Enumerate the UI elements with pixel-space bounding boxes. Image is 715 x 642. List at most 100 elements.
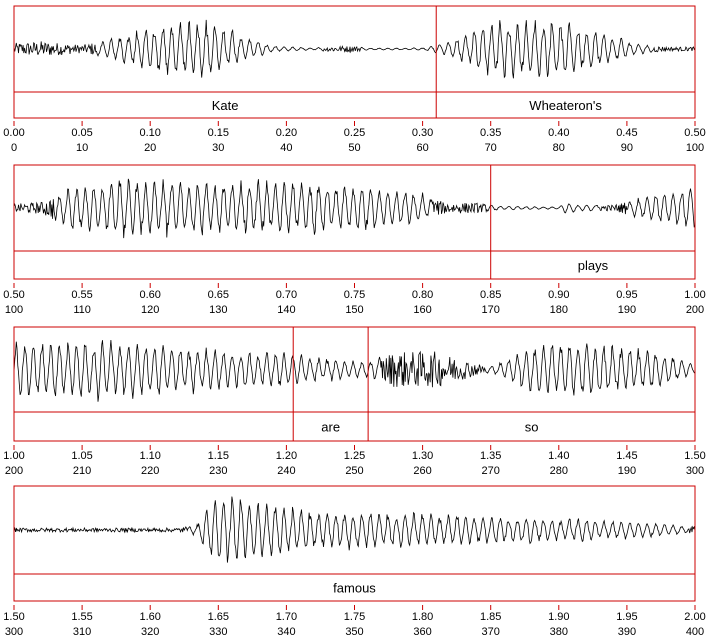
frame-tick-label: 50 (348, 142, 360, 154)
frame-tick-label: 390 (618, 626, 636, 638)
time-tick-label: 1.60 (139, 611, 160, 623)
waveform-trace (13, 19, 696, 79)
frame-tick-label: 70 (485, 142, 497, 154)
time-tick-label: 1.95 (616, 611, 637, 623)
time-tick-label: 0.10 (139, 127, 160, 139)
time-tick-label: 1.15 (208, 450, 229, 462)
frame-tick-label: 200 (686, 304, 704, 316)
waveform-trace (13, 496, 696, 563)
frame-tick-label: 40 (280, 142, 292, 154)
frame-tick-label: 220 (141, 465, 159, 477)
time-tick-label: 0.35 (480, 127, 501, 139)
frame-tick-label: 210 (73, 465, 91, 477)
time-tick-label: 0.25 (344, 127, 365, 139)
frame-tick-label: 100 (686, 142, 704, 154)
waveform-trace (13, 178, 696, 239)
panel-frame (13, 485, 696, 602)
frame-tick-label: 160 (413, 304, 431, 316)
frame-tick-label: 140 (277, 304, 295, 316)
frame-tick-label: 250 (345, 465, 363, 477)
frame-tick-label: 200 (5, 465, 23, 477)
frame-tick-label: 340 (277, 626, 295, 638)
segment-label: so (525, 420, 539, 435)
time-tick-label: 1.00 (3, 450, 24, 462)
frame-tick-label: 100 (5, 304, 23, 316)
frame-tick-label: 80 (553, 142, 565, 154)
time-tick-label: 0.55 (71, 289, 92, 301)
segment-label: Wheateron's (529, 98, 602, 113)
time-tick-label: 1.65 (208, 611, 229, 623)
time-tick-label: 0.30 (412, 127, 433, 139)
waveform-panel-2: plays 0.50 100 0.55 110 0.60 120 0.65 130 0.70 140… (3, 164, 706, 316)
panel-frame (13, 326, 696, 442)
frame-tick-label: 330 (209, 626, 227, 638)
time-tick-label: 0.70 (276, 289, 297, 301)
time-tick-label: 0.80 (412, 289, 433, 301)
frame-tick-label: 130 (209, 304, 227, 316)
time-tick-label: 0.40 (548, 127, 569, 139)
time-tick-label: 1.55 (71, 611, 92, 623)
frame-tick-label: 370 (482, 626, 500, 638)
frame-tick-label: 300 (5, 626, 23, 638)
waveform-panel-1: Kate Wheateron's 0.00 0 0.05 10 0.10 20 0.15 30 0.… (3, 5, 706, 154)
frame-tick-label: 310 (73, 626, 91, 638)
frame-tick-label: 400 (686, 626, 704, 638)
time-tick-label: 1.85 (480, 611, 501, 623)
time-tick-label: 1.50 (684, 450, 705, 462)
time-tick-label: 0.20 (276, 127, 297, 139)
frame-tick-label: 280 (550, 465, 568, 477)
time-tick-label: 1.80 (412, 611, 433, 623)
frame-tick-label: 20 (144, 142, 156, 154)
time-tick-label: 0.45 (616, 127, 637, 139)
time-tick-label: 0.60 (139, 289, 160, 301)
segment-label: famous (333, 581, 376, 596)
time-tick-label: 1.75 (344, 611, 365, 623)
frame-tick-label: 110 (73, 304, 91, 316)
segment-label: plays (578, 258, 609, 273)
time-tick-label: 1.90 (548, 611, 569, 623)
time-tick-label: 1.00 (684, 289, 705, 301)
frame-tick-label: 10 (76, 142, 88, 154)
frame-tick-label: 170 (482, 304, 500, 316)
time-tick-label: 1.20 (276, 450, 297, 462)
frame-tick-label: 230 (209, 465, 227, 477)
time-tick-label: 1.70 (276, 611, 297, 623)
segment-label: are (321, 420, 340, 435)
frame-tick-label: 350 (345, 626, 363, 638)
frame-tick-label: 60 (416, 142, 428, 154)
time-tick-label: 1.10 (139, 450, 160, 462)
time-tick-label: 1.50 (3, 611, 24, 623)
waveform-panel-4: famous 1.50 300 1.55 310 1.60 320 1.65 330 1.70 34… (3, 485, 706, 638)
time-tick-label: 0.85 (480, 289, 501, 301)
time-tick-label: 1.35 (480, 450, 501, 462)
waveform-panel-3: are so 1.00 200 1.05 210 1.10 220 1.15 230 1.20 240… (3, 326, 706, 477)
frame-tick-label: 240 (277, 465, 295, 477)
frame-tick-label: 260 (413, 465, 431, 477)
time-tick-label: 0.05 (71, 127, 92, 139)
time-tick-label: 0.75 (344, 289, 365, 301)
frame-tick-label: 30 (212, 142, 224, 154)
time-tick-label: 1.40 (548, 450, 569, 462)
frame-tick-label: 320 (141, 626, 159, 638)
waveform-trace (13, 339, 696, 402)
time-tick-label: 0.95 (616, 289, 637, 301)
panel-frame (13, 5, 696, 119)
time-tick-label: 0.90 (548, 289, 569, 301)
frame-tick-label: 270 (482, 465, 500, 477)
frame-tick-label: 190 (618, 465, 636, 477)
time-tick-label: 2.00 (684, 611, 705, 623)
frame-tick-label: 360 (413, 626, 431, 638)
frame-tick-label: 0 (11, 142, 17, 154)
time-tick-label: 1.05 (71, 450, 92, 462)
frame-tick-label: 90 (621, 142, 633, 154)
time-tick-label: 0.65 (208, 289, 229, 301)
time-tick-label: 0.50 (684, 127, 705, 139)
frame-tick-label: 120 (141, 304, 159, 316)
frame-tick-label: 380 (550, 626, 568, 638)
time-tick-label: 1.30 (412, 450, 433, 462)
frame-tick-label: 180 (550, 304, 568, 316)
time-tick-label: 0.15 (208, 127, 229, 139)
time-tick-label: 1.45 (616, 450, 637, 462)
time-tick-label: 0.00 (3, 127, 24, 139)
